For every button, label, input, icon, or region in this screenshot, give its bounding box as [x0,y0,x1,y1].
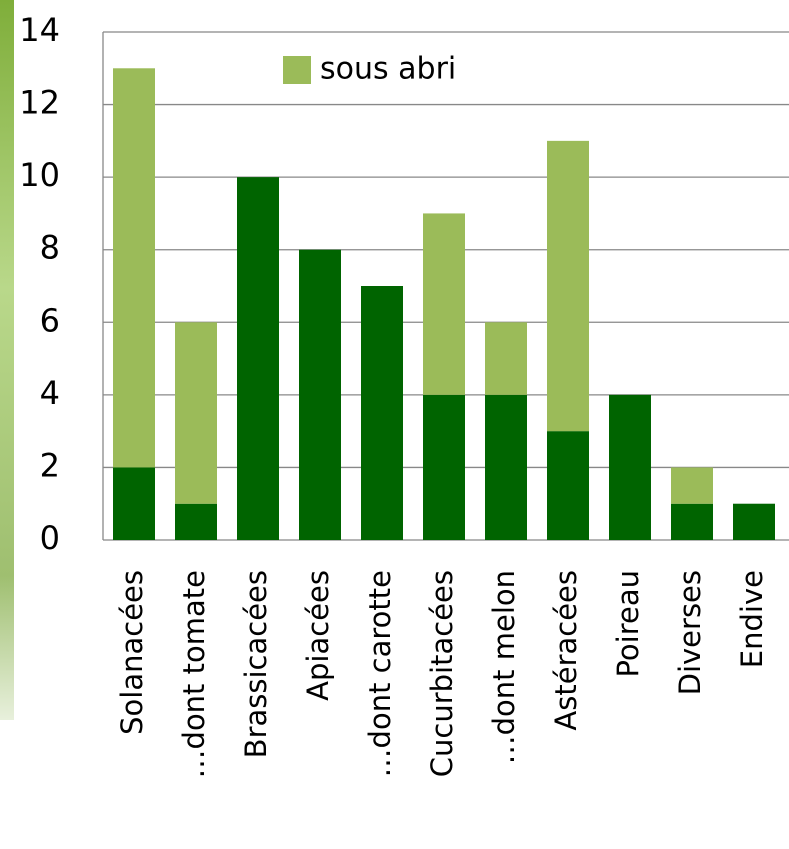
bar-segment [299,250,341,540]
bar-segment [609,395,651,540]
x-tick-label: …dont melon [487,570,521,764]
bar-segment [547,431,589,540]
y-tick-label: 12 [19,84,60,122]
x-tick-label: Solanacées [115,570,149,735]
y-tick-label: 2 [40,446,60,484]
bar-segment [485,395,527,540]
legend-label: sous abri [320,52,456,87]
x-tick-label: Cucurbitacées [425,570,459,777]
x-tick-label: Apiacées [301,570,335,701]
x-tick-label: Endive [735,570,769,668]
y-tick-label: 6 [40,301,60,339]
x-tick-label: …dont tomate [177,570,211,778]
x-tick-label: Astéracées [549,570,583,731]
y-tick-label: 8 [40,229,60,267]
background-strip [0,0,14,720]
bar-segment [237,177,279,540]
x-tick-label: …dont carotte [363,570,397,777]
bar-segment [547,141,589,431]
bar-segment [733,504,775,540]
bar-segment [671,504,713,540]
y-tick-label: 4 [40,374,60,412]
x-tick-label: Diverses [673,570,707,695]
y-tick-label: 14 [19,11,60,49]
y-tick-label: 0 [40,519,60,557]
x-tick-label: Brassicacées [239,570,273,758]
bar-segment [175,322,217,503]
bar-segment [485,322,527,395]
chart: 0 2 4 6 8 10 12 14 Solanacées …dont tomate Brassic… [0,0,789,849]
x-tick-label: Poireau [611,570,645,678]
bar-segment [361,286,403,540]
bar-segment [671,467,713,503]
y-tick-label: 10 [19,156,60,194]
bar-segment [423,395,465,540]
legend-swatch [283,56,311,84]
bar-segment [113,467,155,540]
bar-segment [113,68,155,467]
bar-segment [423,213,465,394]
bar-segment [175,504,217,540]
